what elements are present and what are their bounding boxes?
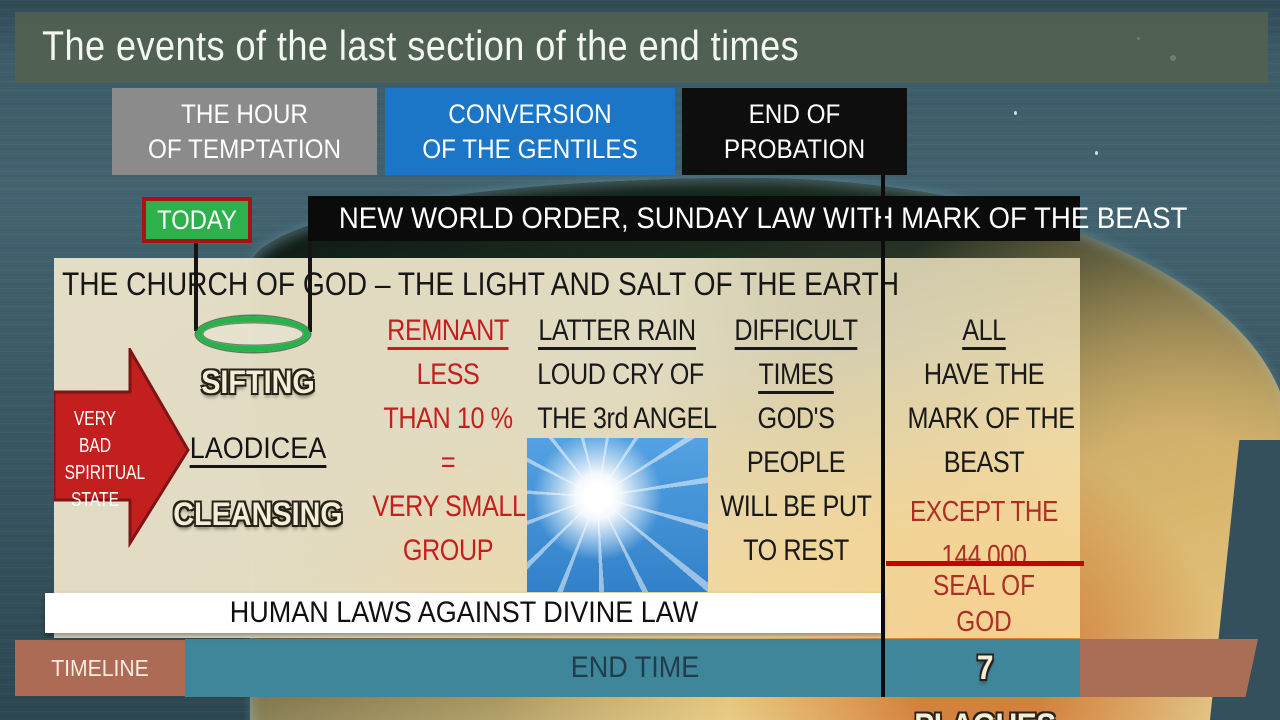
remnant-line3: THAN 10 % — [383, 402, 513, 435]
slide-title: The events of the last section of the en… — [42, 22, 800, 69]
today-label: TODAY — [157, 205, 237, 235]
num-144000-line: 144 000 — [941, 540, 1027, 572]
box-hour-of-temptation-line1: THE HOUR — [181, 99, 308, 129]
new-world-order-banner: NEW WORLD ORDER, SUNDAY LAW WITH MARK OF… — [308, 196, 1188, 241]
box-conversion-gentiles: CONVERSION OF THE GENTILES — [385, 88, 675, 175]
remnant-line1: REMNANT — [372, 309, 523, 353]
all-line4: BEAST — [943, 446, 1025, 479]
box-probation-line1: END OF — [748, 99, 841, 129]
remnant-line6: GROUP — [402, 534, 494, 567]
arrow-caption-line3: STATE — [71, 489, 119, 511]
difficult-times-column: DIFFICULT TIMES GOD'S PEOPLE WILL BE PUT… — [704, 309, 888, 573]
green-ellipse-marker — [196, 316, 310, 352]
except-line: EXCEPT THE — [910, 496, 1058, 528]
latter-rain-line3: THE 3rd ANGEL — [537, 402, 717, 435]
all-line2: HAVE THE — [923, 358, 1045, 391]
red-divider-line — [886, 561, 1084, 566]
remnant-line2: LESS — [416, 358, 480, 391]
difficult-line4: PEOPLE — [746, 446, 846, 479]
seal-of-god-label: SEAL OF GOD — [932, 570, 1035, 638]
mark-of-beast-column: ALL HAVE THE MARK OF THE BEAST EXCEPT TH… — [893, 309, 1075, 578]
end-time-bar — [185, 639, 1080, 697]
remnant-column: REMNANT LESS THAN 10 % = VERY SMALL GROU… — [358, 309, 538, 573]
end-time-label: END TIME — [570, 651, 700, 684]
all-line3: MARK OF THE — [907, 402, 1076, 435]
difficult-line5: WILL BE PUT — [720, 490, 872, 523]
post-plagues-segment — [1080, 639, 1258, 697]
new-world-order-text: NEW WORLD ORDER, SUNDAY LAW WITH MARK OF… — [338, 202, 1188, 235]
box-hour-of-temptation-line2: OF TEMPTATION — [147, 134, 342, 164]
remnant-line5: VERY SMALL — [372, 490, 526, 523]
today-connector-line-right — [308, 241, 312, 332]
all-line1: ALL — [908, 309, 1061, 353]
today-connector-line-left — [194, 243, 198, 331]
title-bar: The events of the last section of the en… — [15, 12, 1268, 83]
star-speck — [1014, 111, 1017, 115]
difficult-line1: DIFFICULT — [719, 309, 874, 353]
box-probation-line2: PROBATION — [723, 134, 866, 164]
timeline-label-box: TIMELINE — [15, 640, 185, 696]
laodicea-text: LAODICEA — [189, 432, 327, 468]
difficult-line6: TO REST — [743, 534, 849, 567]
box-end-of-probation: END OF PROBATION — [682, 88, 907, 175]
cleansing-label: CLEANSING — [173, 496, 343, 532]
box-conversion-line2: OF THE GENTILES — [422, 134, 638, 164]
human-laws-bar: HUMAN LAWS AGAINST DIVINE LAW — [45, 593, 883, 633]
difficult-line3: GOD'S — [757, 402, 835, 435]
timeline-label: TIMELINE — [51, 655, 149, 681]
latter-rain-line1: LATTER RAIN — [537, 309, 697, 353]
box-hour-of-temptation: THE HOUR OF TEMPTATION — [112, 88, 377, 175]
sun-burst-image — [527, 438, 708, 592]
arrow-caption-line2: SPIRITUAL — [64, 462, 146, 484]
seven-plagues-label: 7 PLAGUES — [914, 649, 1056, 720]
difficult-line2: TIMES — [719, 353, 874, 397]
today-marker: TODAY — [142, 197, 252, 243]
end-of-probation-line — [881, 174, 885, 697]
star-speck — [1095, 151, 1098, 155]
remnant-line4: = — [440, 446, 456, 479]
human-laws-text: HUMAN LAWS AGAINST DIVINE LAW — [229, 596, 699, 629]
arrow-caption: VERY BAD SPIRITUAL STATE — [64, 406, 146, 514]
latter-rain-column: LATTER RAIN LOUD CRY OF THE 3rd ANGEL — [522, 309, 717, 441]
red-arrow — [54, 348, 190, 548]
laodicea-label: LAODICEA — [173, 432, 344, 468]
latter-rain-line2: LOUD CRY OF — [537, 358, 704, 391]
sifting-label: SIFTING — [201, 364, 315, 400]
church-heading: THE CHURCH OF GOD – THE LIGHT AND SALT O… — [62, 266, 900, 302]
arrow-caption-line1: VERY BAD — [73, 408, 117, 457]
box-conversion-line1: CONVERSION — [448, 99, 612, 129]
